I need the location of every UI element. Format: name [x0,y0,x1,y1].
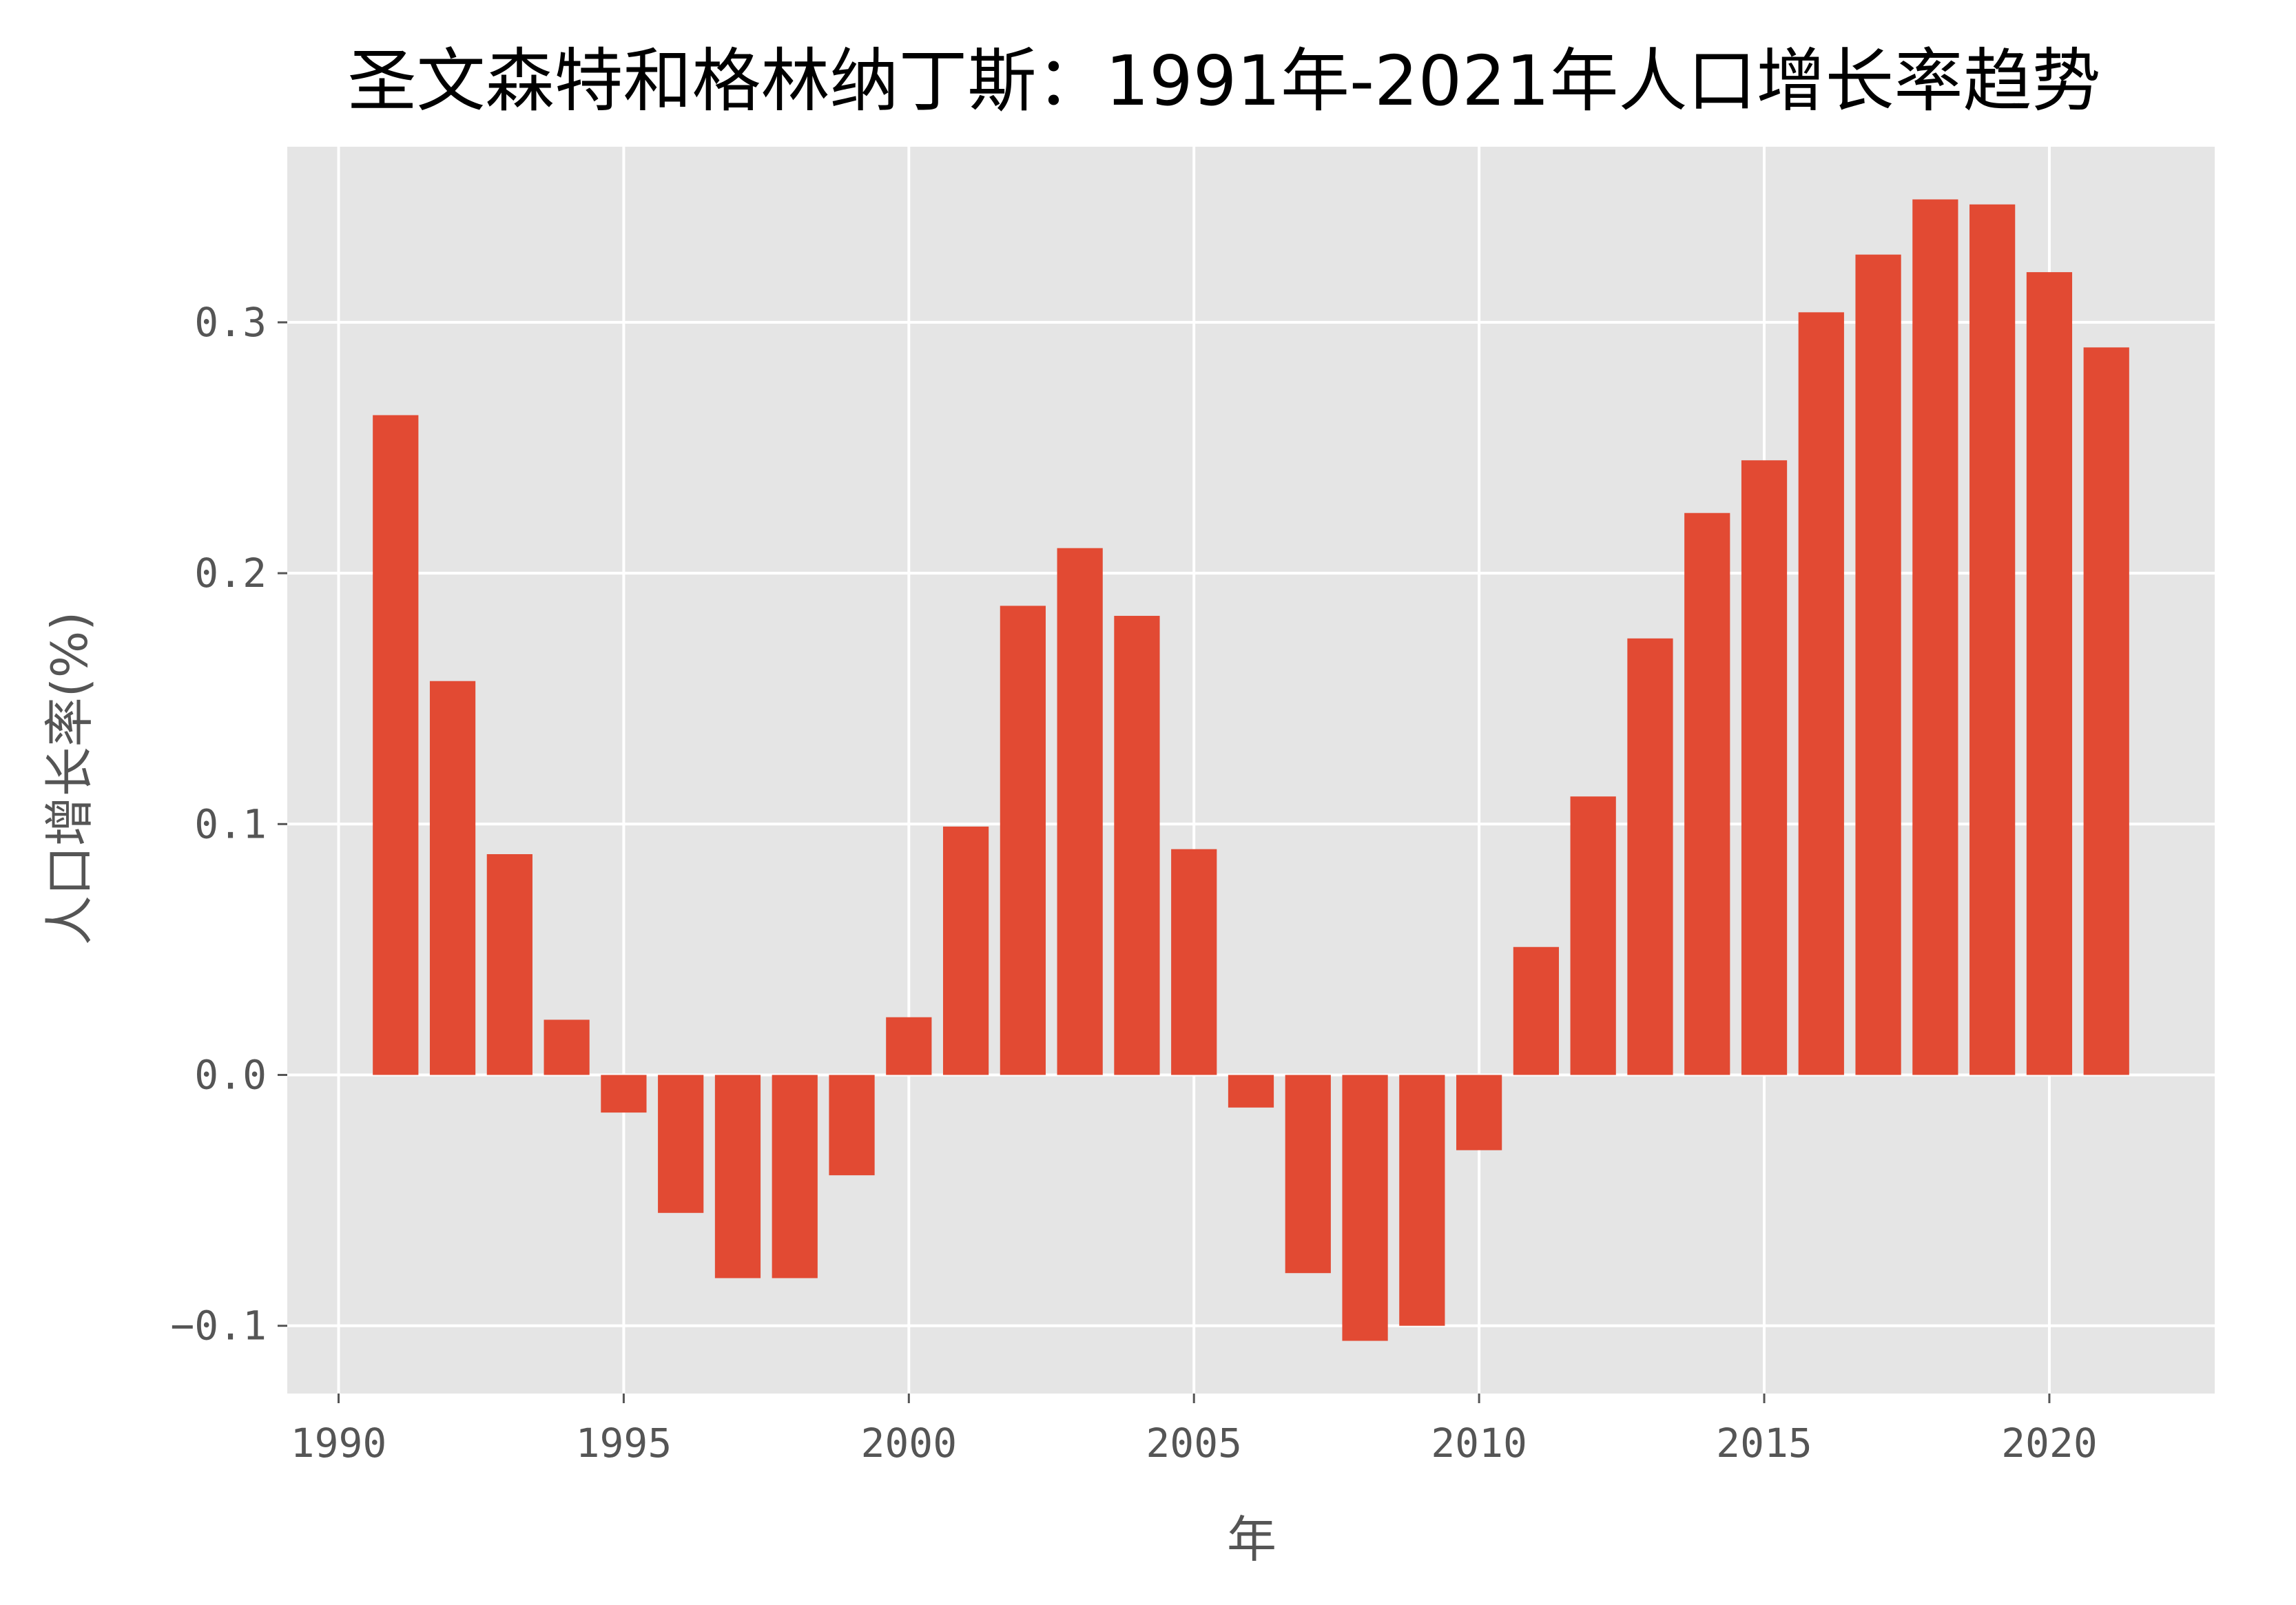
y-tick-label: 0.3 [194,299,267,346]
bar [1285,1075,1331,1274]
bar [486,854,532,1075]
y-axis-ticks: −0.1 0.0 0.1 0.2 0.3 [170,299,287,1349]
bar [544,1019,590,1075]
x-tick-label: 2010 [1431,1420,1527,1467]
bar [714,1075,761,1278]
bars [373,199,2129,1341]
x-tick-label: 2015 [1716,1420,1812,1467]
x-tick-label: 2020 [2001,1420,2098,1467]
bar [1741,460,1788,1075]
bar [1171,849,1217,1075]
x-tick-label: 1995 [576,1420,672,1467]
bar [942,826,989,1075]
y-tick-label: 0.1 [194,800,267,847]
bar [829,1075,875,1176]
x-tick-label: 2005 [1146,1420,1242,1467]
bar [1000,605,1046,1075]
bar [1057,548,1103,1075]
bar [658,1075,704,1213]
bar [1912,199,1958,1075]
bar [1399,1075,1445,1326]
bar [1114,616,1160,1075]
bar [1456,1075,1502,1150]
x-tick-label: 1990 [291,1420,387,1467]
bar [1228,1075,1274,1108]
bar [1855,254,1901,1075]
x-axis-label: 年 [1227,1511,1276,1568]
bar [1627,638,1673,1075]
bar [1513,946,1560,1075]
bar [429,681,476,1075]
bar [1570,796,1616,1075]
x-axis-ticks: 1990 1995 2000 2005 2010 2015 2020 [291,1394,2098,1467]
y-axis-label: 人口增长率(%) [41,612,99,946]
x-tick-label: 2000 [860,1420,957,1467]
bar [772,1075,818,1278]
bar [1684,512,1730,1075]
bar [2026,272,2073,1075]
chart-title: 圣文森特和格林纳丁斯：1991年-2021年人口增长率趋势 [347,41,2100,121]
y-tick-label: 0.2 [194,550,267,597]
bar [2083,347,2129,1075]
bar [373,415,419,1075]
bar [1342,1075,1388,1341]
bar [601,1075,647,1113]
bar [1798,312,1844,1075]
y-tick-label: −0.1 [170,1303,267,1349]
y-tick-label: 0.0 [194,1051,267,1098]
bar [1969,204,2016,1075]
bar [886,1017,932,1075]
